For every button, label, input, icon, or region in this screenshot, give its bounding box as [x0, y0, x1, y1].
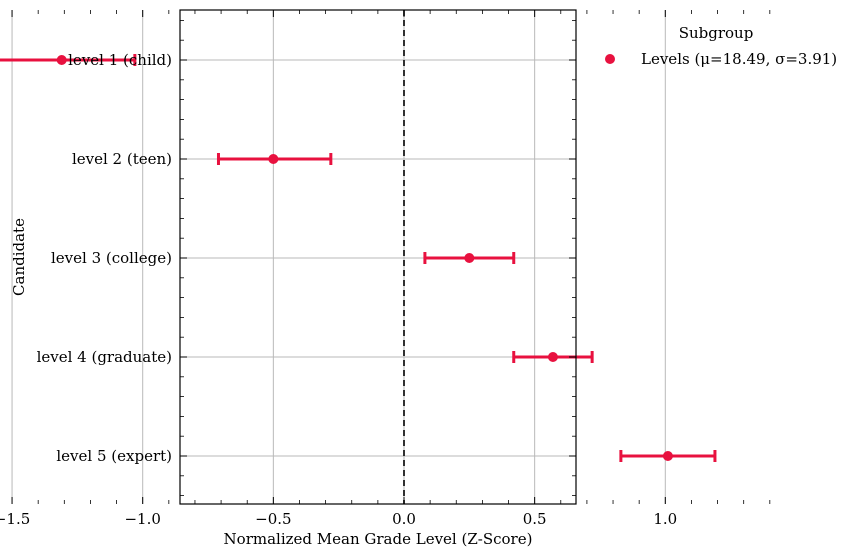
legend-label: Levels (μ=18.49, σ=3.91) [641, 50, 837, 68]
x-tick-label: 0.0 [392, 510, 416, 528]
plot-frame [179, 9, 577, 505]
data-point [268, 154, 279, 164]
x-tick-label: −1.0 [124, 510, 160, 528]
x-axis-title: Normalized Mean Grade Level (Z-Score) [224, 530, 533, 548]
x-tick-label: 1.0 [653, 510, 677, 528]
legend-marker-icon [605, 54, 615, 64]
y-axis-title: Candidate [10, 218, 28, 296]
y-category-label: level 4 (graduate) [37, 348, 172, 366]
y-category-label: level 2 (teen) [72, 150, 172, 168]
ticks-layer [11, 10, 771, 504]
marks-layer [0, 54, 717, 462]
x-tick-label: 0.5 [523, 510, 547, 528]
labels-layer: −1.5 −1.0 −0.5 0.0 0.5 1.0 level 1 (child) leve… [0, 51, 677, 528]
y-category-label: level 1 (child) [68, 51, 172, 69]
y-category-label: level 3 (college) [51, 249, 172, 267]
legend: Subgroup Levels (μ=18.49, σ=3.91) [605, 24, 837, 68]
x-tick-label: −1.5 [0, 510, 30, 528]
data-point [662, 451, 673, 461]
legend-title: Subgroup [679, 24, 754, 42]
data-point [464, 253, 475, 263]
y-category-label: level 5 (expert) [56, 447, 172, 465]
data-point [547, 352, 558, 362]
data-point [56, 55, 67, 65]
x-tick-label: −0.5 [255, 510, 291, 528]
